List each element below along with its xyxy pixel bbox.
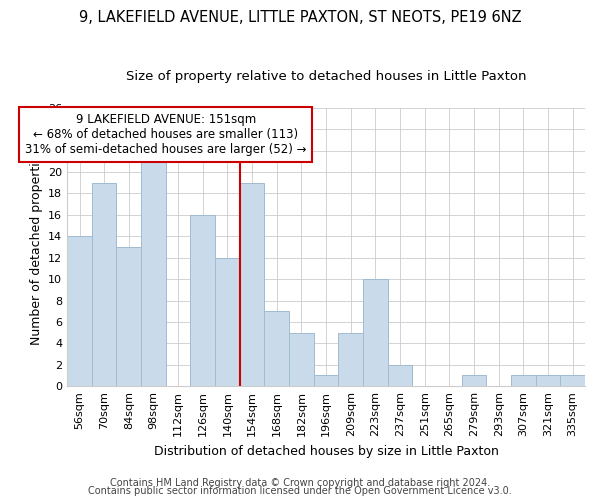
Bar	[190, 215, 215, 386]
Bar	[511, 376, 536, 386]
Bar	[462, 376, 487, 386]
Title: Size of property relative to detached houses in Little Paxton: Size of property relative to detached ho…	[126, 70, 526, 83]
Text: Contains HM Land Registry data © Crown copyright and database right 2024.: Contains HM Land Registry data © Crown c…	[110, 478, 490, 488]
Text: 9 LAKEFIELD AVENUE: 151sqm
← 68% of detached houses are smaller (113)
31% of sem: 9 LAKEFIELD AVENUE: 151sqm ← 68% of deta…	[25, 113, 307, 156]
Bar	[240, 182, 265, 386]
Bar	[314, 376, 338, 386]
Bar	[560, 376, 585, 386]
Bar	[289, 332, 314, 386]
Bar	[363, 279, 388, 386]
Y-axis label: Number of detached properties: Number of detached properties	[29, 148, 43, 346]
Bar	[215, 258, 240, 386]
Bar	[116, 247, 141, 386]
Bar	[265, 311, 289, 386]
Bar	[67, 236, 92, 386]
Bar	[536, 376, 560, 386]
Text: Contains public sector information licensed under the Open Government Licence v3: Contains public sector information licen…	[88, 486, 512, 496]
Bar	[92, 182, 116, 386]
Text: 9, LAKEFIELD AVENUE, LITTLE PAXTON, ST NEOTS, PE19 6NZ: 9, LAKEFIELD AVENUE, LITTLE PAXTON, ST N…	[79, 10, 521, 25]
Bar	[141, 150, 166, 386]
Bar	[338, 332, 363, 386]
Bar	[388, 365, 412, 386]
X-axis label: Distribution of detached houses by size in Little Paxton: Distribution of detached houses by size …	[154, 444, 499, 458]
